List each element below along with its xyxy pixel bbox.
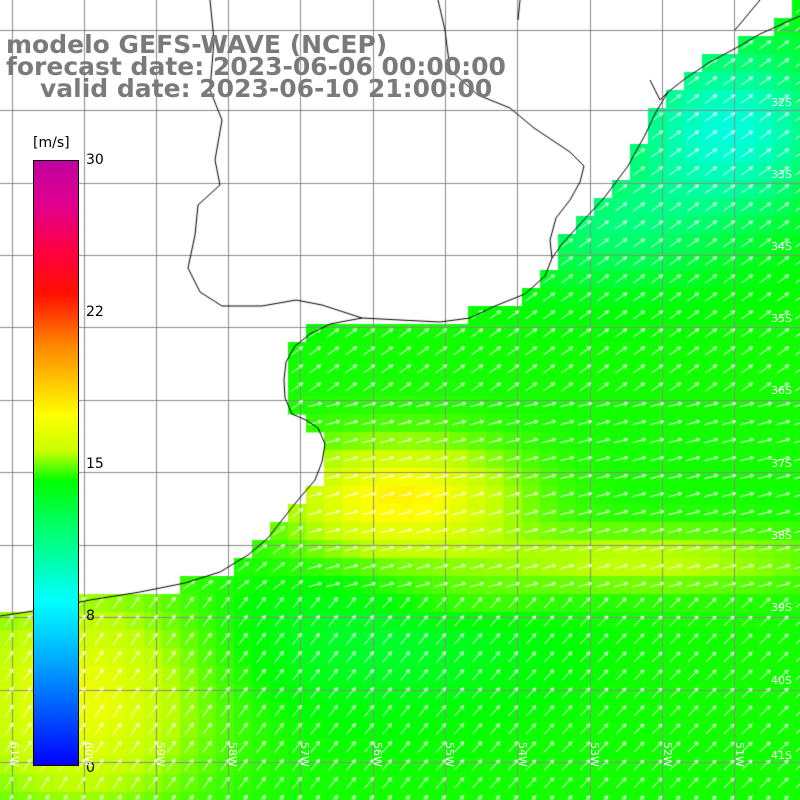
model-title: modelo GEFS-WAVE (NCEP) <box>6 30 388 59</box>
colorbar-tick-30: 30 <box>86 152 104 168</box>
lat-label-38s: 38S <box>771 529 792 542</box>
lat-label-37s: 37S <box>771 457 792 470</box>
lat-label-32s: 32S <box>771 96 792 109</box>
forecast-date: forecast date: 2023-06-06 00:00:00 <box>6 52 506 81</box>
colorbar-tick-0: 0 <box>86 760 95 776</box>
lon-label-57w: 57W <box>298 742 311 767</box>
lat-label-34s: 34S <box>771 240 792 253</box>
colorbar-unit: [m/s] <box>33 135 70 151</box>
lat-label-40s: 40S <box>771 674 792 687</box>
valid-date: valid date: 2023-06-10 21:00:00 <box>40 74 493 103</box>
lon-label-60w: 60W <box>82 742 95 767</box>
colorbar-tick-15: 15 <box>86 456 104 472</box>
colorbar <box>33 160 79 766</box>
lon-label-58w: 58W <box>226 742 239 767</box>
lon-label-54w: 54W <box>516 742 529 767</box>
lat-label-39s: 39S <box>771 601 792 614</box>
lat-label-33s: 33S <box>771 168 792 181</box>
lon-label-59w: 59W <box>154 742 167 767</box>
lat-label-35s: 35S <box>771 312 792 325</box>
lon-label-53w: 53W <box>588 742 601 767</box>
lon-label-51w: 51W <box>733 742 746 767</box>
lon-label-56w: 56W <box>371 742 384 767</box>
lat-label-41s: 41S <box>771 749 792 762</box>
lon-label-55w: 55W <box>443 742 456 767</box>
lat-label-36s: 36S <box>771 384 792 397</box>
colorbar-tick-8: 8 <box>86 608 95 624</box>
lon-label-61w: 61W <box>8 742 21 767</box>
colorbar-tick-22: 22 <box>86 304 104 320</box>
lon-label-52w: 52W <box>661 742 674 767</box>
